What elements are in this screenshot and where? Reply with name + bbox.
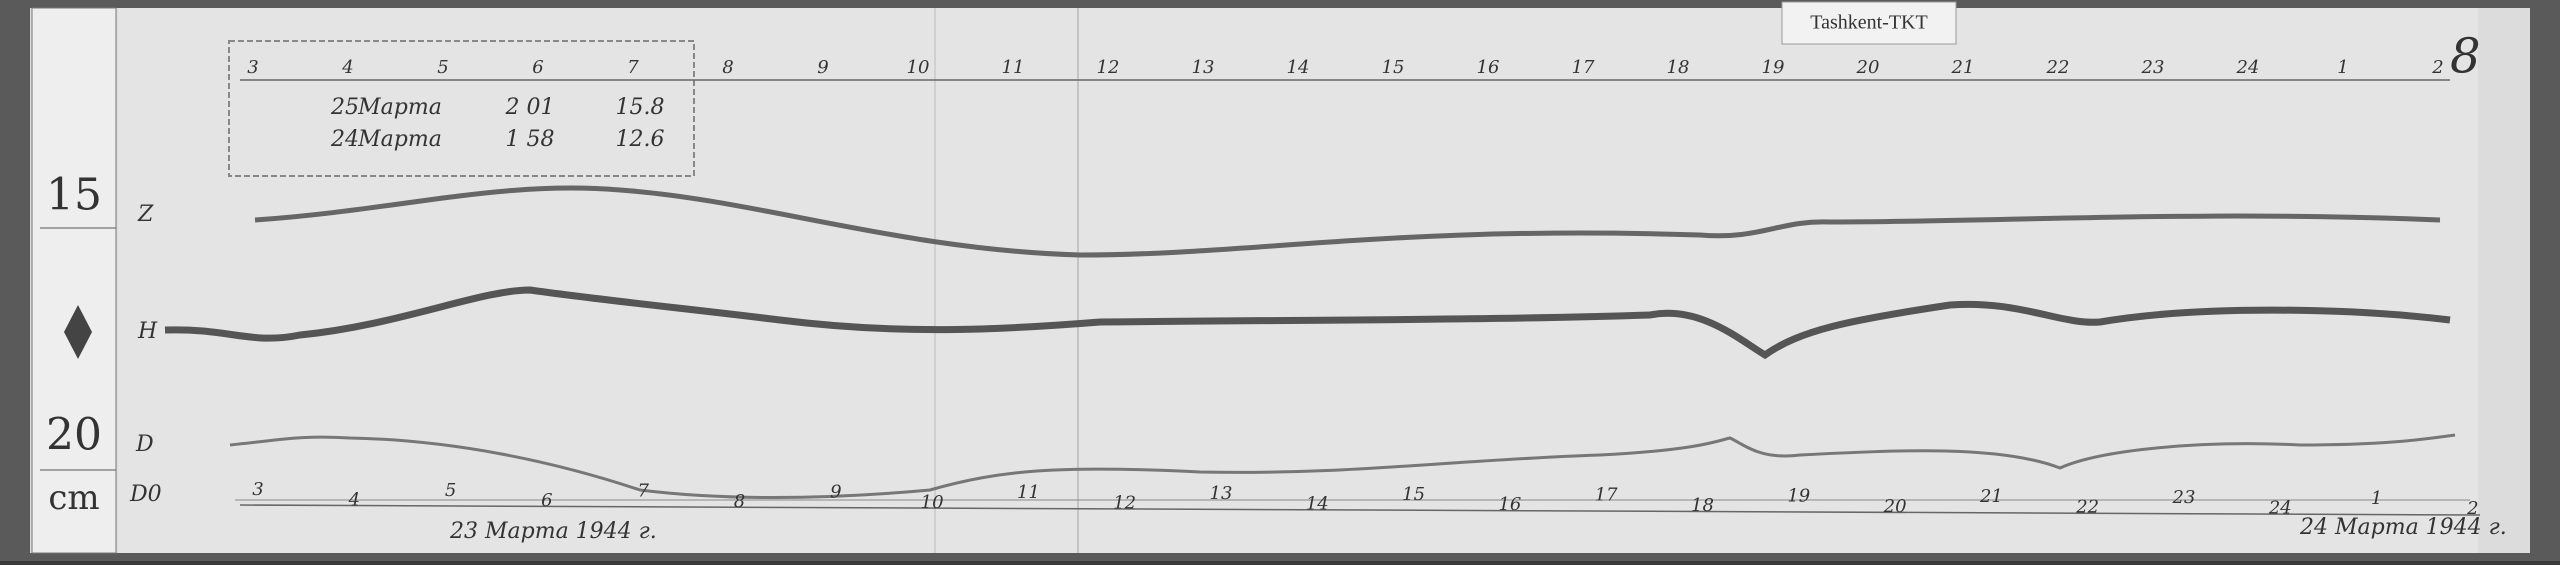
calibration-entry: 12.6 xyxy=(616,127,665,152)
trace-label: H xyxy=(137,319,158,344)
hour-label: 3 xyxy=(247,57,258,78)
hour-label: 10 xyxy=(907,57,930,78)
hour-label: 10 xyxy=(921,492,944,513)
bottom-time-line xyxy=(239,504,2481,516)
hour-label: 17 xyxy=(1572,57,1595,78)
calibration-entry: Марта xyxy=(357,127,442,152)
scale-lower: 20 xyxy=(46,410,102,461)
record-sheet xyxy=(118,8,2478,553)
trace-label: D0 xyxy=(129,482,162,507)
hour-label: 16 xyxy=(1498,494,1521,515)
hour-label: 8 xyxy=(734,491,745,512)
hour-label: 12 xyxy=(1097,57,1120,78)
station-name: Tashkent-TKT xyxy=(1810,12,1927,34)
hour-label: 18 xyxy=(1667,57,1690,78)
hour-label: 6 xyxy=(532,57,543,78)
z-trace xyxy=(254,185,2441,258)
scale-unit: cm xyxy=(48,478,99,518)
scale-ruler xyxy=(31,7,117,554)
hour-label: 15 xyxy=(1402,484,1425,505)
hour-label: 22 xyxy=(2075,497,2099,518)
hour-label: 8 xyxy=(722,57,733,78)
hour-label: 4 xyxy=(341,57,353,78)
hour-label: 22 xyxy=(2046,57,2070,78)
hour-label: 13 xyxy=(1210,483,1233,504)
hour-label: 3 xyxy=(252,479,263,500)
hour-label: 17 xyxy=(1595,485,1618,506)
d-trace xyxy=(229,433,2456,499)
hour-label: 21 xyxy=(1951,57,1975,78)
calibration-entry: 24 xyxy=(330,127,359,152)
calibration-entry: Марта xyxy=(357,95,442,120)
hour-label: 4 xyxy=(348,489,360,510)
hour-label: 2 xyxy=(2466,498,2478,519)
hour-label: 20 xyxy=(1856,57,1880,78)
hour-label: 23 xyxy=(2141,57,2165,78)
hour-label: 9 xyxy=(830,481,841,502)
hour-label: 24 xyxy=(2268,497,2292,518)
hour-label: 19 xyxy=(1762,57,1785,78)
start-date: 23 Марта 1944 г. xyxy=(449,519,657,544)
hour-label: 19 xyxy=(1787,485,1810,506)
ruler-marker xyxy=(64,305,92,359)
hour-label: 5 xyxy=(445,480,456,501)
hour-label: 14 xyxy=(1287,57,1310,78)
station-tag xyxy=(1781,1,1957,45)
hour-label: 11 xyxy=(1002,57,1025,78)
hour-label: 15 xyxy=(1382,57,1405,78)
hour-label: 20 xyxy=(1883,496,1907,517)
scale-upper: 15 xyxy=(46,170,102,221)
end-date: 24 Марта 1944 г. xyxy=(2299,515,2507,540)
hour-label: 1 xyxy=(2337,57,2348,78)
hour-label: 2 xyxy=(2431,57,2443,78)
hour-label: 5 xyxy=(437,57,448,78)
hour-label: 13 xyxy=(1192,57,1215,78)
hour-label: 7 xyxy=(627,57,639,78)
hour-label: 6 xyxy=(541,490,552,511)
hour-label: 23 xyxy=(2172,487,2196,508)
hour-label: 14 xyxy=(1306,493,1329,514)
hour-label: 7 xyxy=(637,481,649,502)
calibration-box xyxy=(228,40,695,177)
calibration-entry: 25 xyxy=(330,95,359,120)
calibration-entry: 15.8 xyxy=(616,95,665,120)
hour-label: 9 xyxy=(817,57,828,78)
hour-label: 11 xyxy=(1017,482,1040,503)
trace-label: D xyxy=(135,432,154,457)
hour-label: 24 xyxy=(2236,57,2260,78)
calibration-entry: 2 01 xyxy=(505,95,555,120)
trace-label: Z xyxy=(137,202,154,227)
sheet-number: 8 xyxy=(2450,29,2481,85)
hour-label: 18 xyxy=(1691,495,1714,516)
hour-label: 12 xyxy=(1113,493,1136,514)
hour-label: 21 xyxy=(1979,486,2003,507)
hour-label: 1 xyxy=(2371,488,2382,509)
h-trace xyxy=(164,286,2451,360)
calibration-entry: 1 58 xyxy=(506,127,555,152)
hour-label: 16 xyxy=(1477,57,1500,78)
